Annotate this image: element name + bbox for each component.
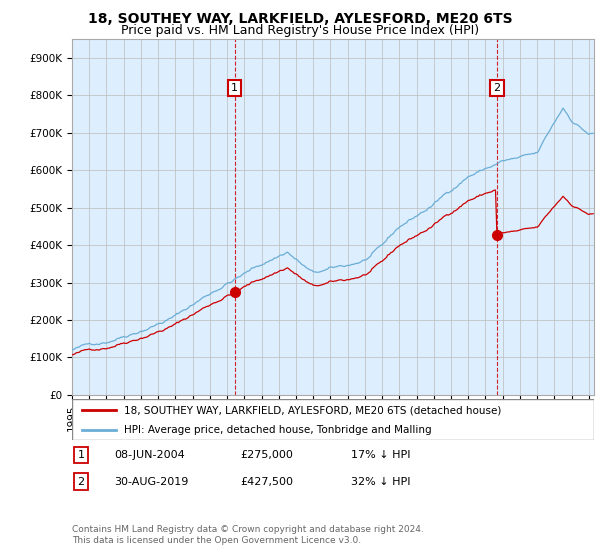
Text: 2: 2 bbox=[493, 83, 500, 93]
Text: £427,500: £427,500 bbox=[240, 477, 293, 487]
Text: 32% ↓ HPI: 32% ↓ HPI bbox=[351, 477, 410, 487]
FancyBboxPatch shape bbox=[72, 399, 594, 440]
Text: Price paid vs. HM Land Registry's House Price Index (HPI): Price paid vs. HM Land Registry's House … bbox=[121, 24, 479, 36]
Text: 18, SOUTHEY WAY, LARKFIELD, AYLESFORD, ME20 6TS: 18, SOUTHEY WAY, LARKFIELD, AYLESFORD, M… bbox=[88, 12, 512, 26]
Text: £275,000: £275,000 bbox=[240, 450, 293, 460]
Text: Contains HM Land Registry data © Crown copyright and database right 2024.
This d: Contains HM Land Registry data © Crown c… bbox=[72, 525, 424, 545]
Text: HPI: Average price, detached house, Tonbridge and Malling: HPI: Average price, detached house, Tonb… bbox=[124, 426, 432, 435]
Text: 1: 1 bbox=[77, 450, 85, 460]
Text: 08-JUN-2004: 08-JUN-2004 bbox=[114, 450, 185, 460]
Text: 2: 2 bbox=[77, 477, 85, 487]
Text: 1: 1 bbox=[231, 83, 238, 93]
Text: 18, SOUTHEY WAY, LARKFIELD, AYLESFORD, ME20 6TS (detached house): 18, SOUTHEY WAY, LARKFIELD, AYLESFORD, M… bbox=[124, 405, 502, 415]
Text: 30-AUG-2019: 30-AUG-2019 bbox=[114, 477, 188, 487]
Text: 17% ↓ HPI: 17% ↓ HPI bbox=[351, 450, 410, 460]
